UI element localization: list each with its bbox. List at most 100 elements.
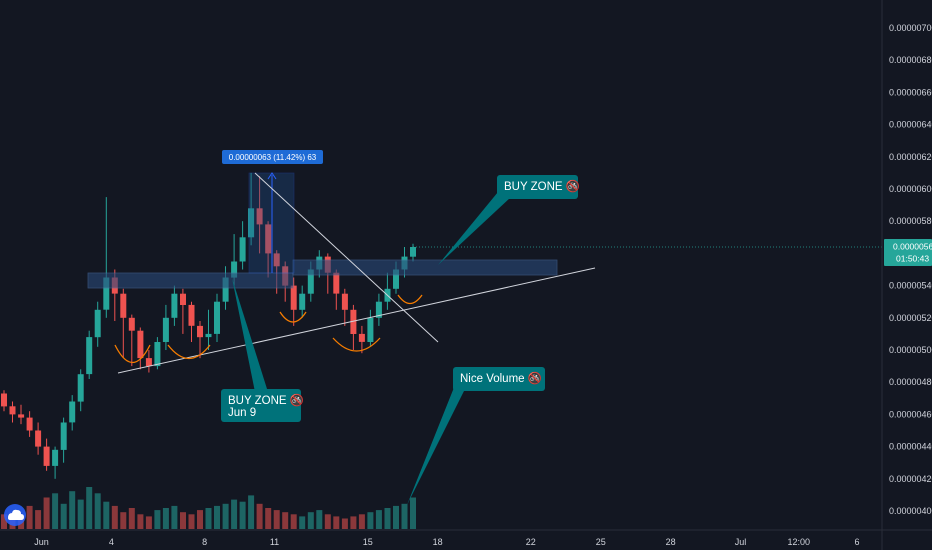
buy-zone-jun9-callout-text: BUY ZONE 🚳 <box>228 393 304 407</box>
buy-zone-box-left[interactable] <box>87 272 294 289</box>
x-tick-label: Jun <box>34 537 49 547</box>
y-tick-label: 0.00000600 <box>889 184 932 194</box>
candle-body <box>341 293 348 310</box>
x-tick-label: 12:00 <box>788 537 811 547</box>
candle-body <box>9 406 16 415</box>
volume-bar <box>341 518 348 529</box>
drawings: 0.00000063 (11.42%) 63 <box>87 150 882 374</box>
x-tick-label: 28 <box>666 537 676 547</box>
candle-body <box>18 414 25 418</box>
candle-body <box>43 446 50 466</box>
volume-bar <box>222 503 229 529</box>
ascending-trendline[interactable] <box>117 267 596 374</box>
x-tick-label: 8 <box>202 537 207 547</box>
y-tick-label: 0.00000700 <box>889 23 932 33</box>
y-tick-label: 0.00000540 <box>889 281 932 291</box>
candle-body <box>52 449 59 466</box>
candle-body <box>410 247 416 257</box>
buy-zone-top-callout-box[interactable] <box>497 175 578 199</box>
candle-body <box>69 401 76 423</box>
buy-zone-jun9-callout-text: Jun 9 <box>228 407 256 419</box>
candle-body <box>171 293 178 318</box>
y-tick-label: 0.00000480 <box>889 377 932 387</box>
candle-body <box>350 309 357 334</box>
x-tick-label: 6 <box>854 537 859 547</box>
cup-curve <box>167 344 211 360</box>
cup-curve <box>279 311 307 323</box>
volume-bar <box>69 491 76 529</box>
descending-trendline[interactable] <box>254 172 439 343</box>
volume-bar <box>231 499 238 529</box>
candle-body <box>273 253 280 267</box>
tradingview-logo-icon[interactable] <box>4 504 26 526</box>
nice-volume-callout-box[interactable] <box>453 367 545 391</box>
candle-body <box>26 417 33 431</box>
x-tick-label: 18 <box>433 537 443 547</box>
candle-body <box>154 342 161 367</box>
volume-bar <box>60 503 67 529</box>
volume-bar <box>375 510 382 529</box>
last-price-countdown: 01:50:43 <box>896 254 929 264</box>
candle-body <box>197 325 203 338</box>
candle-body <box>162 317 169 342</box>
volume-bar <box>103 501 110 529</box>
volume-bar <box>248 495 255 529</box>
buy-zone-box-right[interactable] <box>292 259 558 276</box>
last-price-value: 0.00000564 <box>893 242 932 252</box>
volume-bar <box>128 508 135 529</box>
volume-bar <box>205 508 212 529</box>
volume-bar <box>26 505 33 529</box>
volume-bar <box>137 514 144 529</box>
volume-bar <box>316 510 323 529</box>
buy-zone-jun9-callout-pointer <box>232 278 268 392</box>
candle-body <box>180 293 186 305</box>
candle-body <box>307 269 314 294</box>
candle-body <box>333 272 340 294</box>
volume-bar <box>154 510 161 529</box>
y-tick-label: 0.00000680 <box>889 55 932 65</box>
candle-body <box>231 261 238 278</box>
measure-arrow-head <box>267 172 277 180</box>
candle-body <box>358 333 365 342</box>
measure-label: 0.00000063 (11.42%) 63 <box>229 153 317 162</box>
volume-bar <box>162 508 169 529</box>
volume-bar <box>77 499 84 529</box>
x-tick-label: 11 <box>270 537 279 547</box>
x-tick-label: 15 <box>363 537 373 547</box>
volume-bar <box>171 505 178 529</box>
volume-bar <box>350 516 357 529</box>
candle-body <box>375 301 382 318</box>
volume-bar <box>52 493 59 529</box>
last-price-tag-box <box>884 239 932 266</box>
y-tick-label: 0.00000620 <box>889 152 932 162</box>
buy-zone-top-callout-text: BUY ZONE 🚳 <box>504 179 580 193</box>
candle-body <box>205 333 212 338</box>
volume-bar <box>265 508 272 529</box>
volume-bar <box>120 512 127 529</box>
candle-body <box>137 330 144 359</box>
candle-body <box>1 393 7 407</box>
buy-zone-jun9-callout-box[interactable] <box>221 389 301 422</box>
volume-bar <box>43 497 50 529</box>
x-axis-ticks[interactable]: Jun 4 8 11 15 18 22 25 28 Jul 12:00 6 <box>34 537 859 547</box>
x-tick-label: Jul <box>735 537 747 547</box>
candle-body <box>103 277 110 310</box>
volume-bar <box>94 493 101 529</box>
cup-curve <box>332 337 381 352</box>
volume-bar <box>410 497 416 529</box>
candle-body <box>128 317 135 331</box>
cup-curve <box>397 294 423 305</box>
volume-bar <box>214 505 220 529</box>
candle-body <box>393 269 399 289</box>
y-tick-label: 0.00000460 <box>889 409 932 419</box>
volume-bar <box>299 516 306 529</box>
buy-zone-top-callout-pointer <box>438 192 510 265</box>
volume-bar <box>273 510 280 529</box>
volume-bars <box>1 487 416 529</box>
volume-bar <box>307 512 314 529</box>
candle-body <box>35 430 42 447</box>
y-tick-label: 0.00000520 <box>889 313 932 323</box>
y-tick-label: 0.00000500 <box>889 345 932 355</box>
